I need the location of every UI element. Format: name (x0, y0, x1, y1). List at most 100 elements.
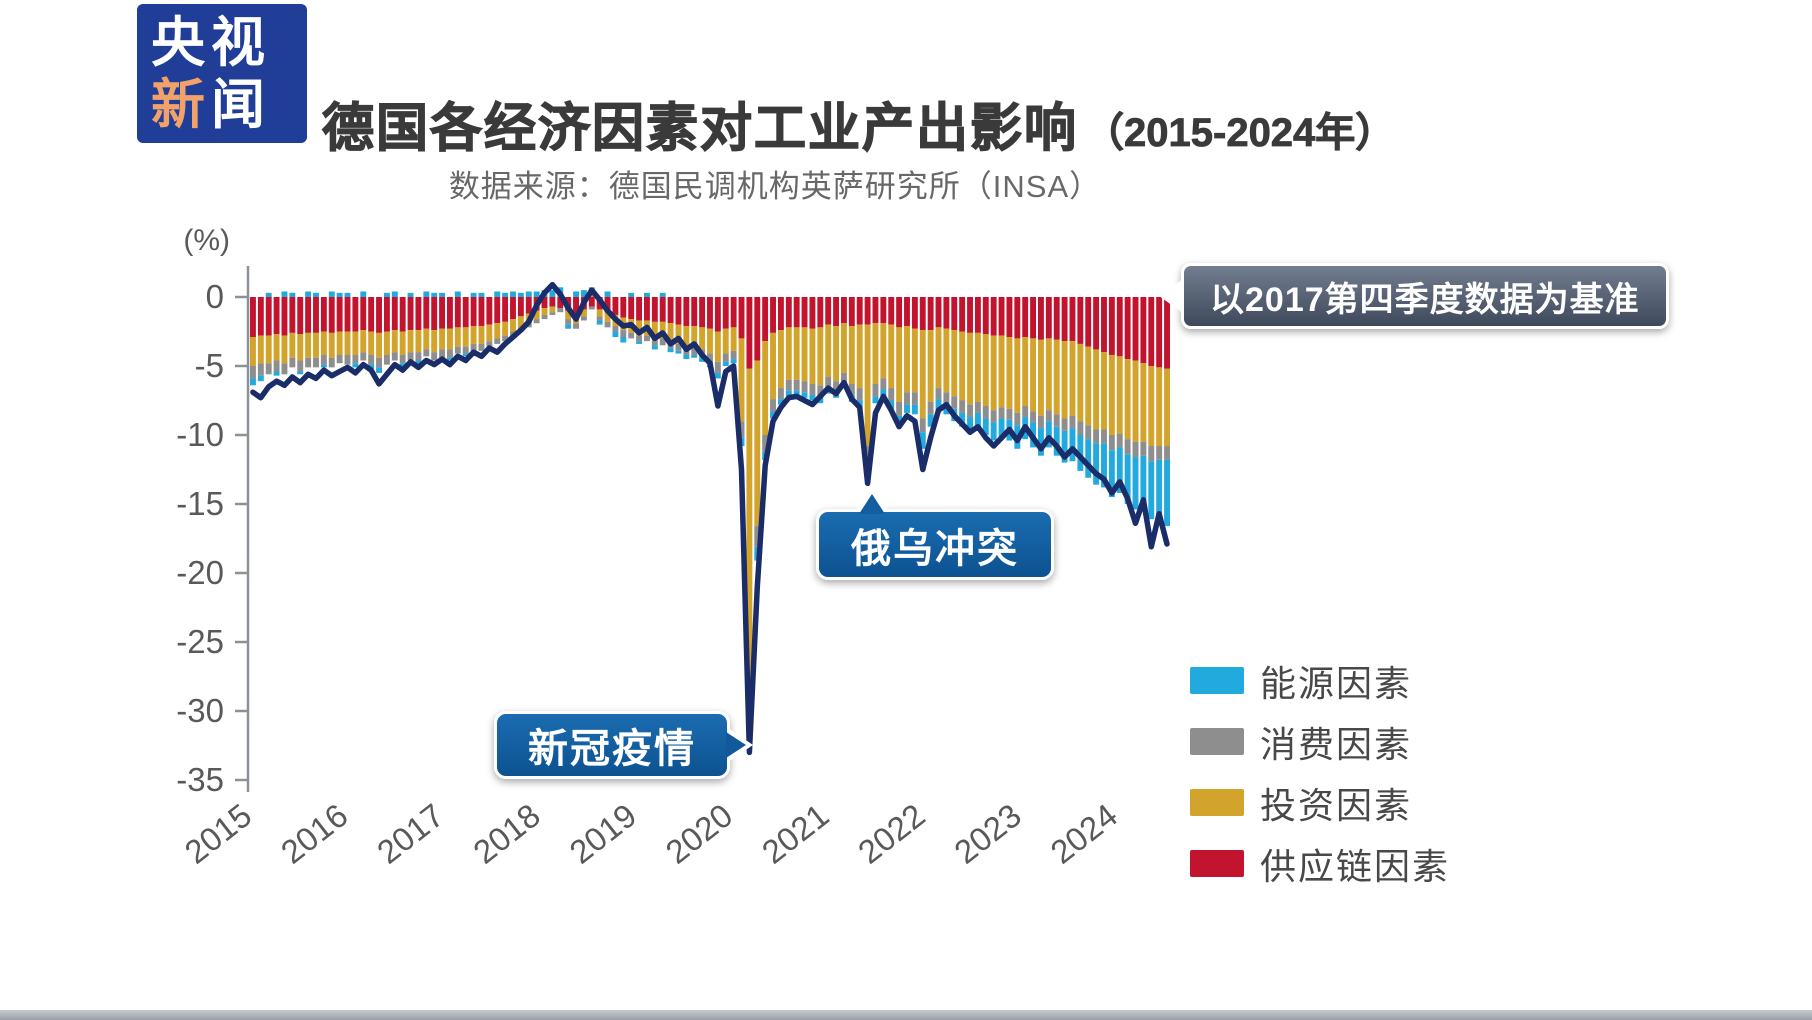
bar-segment (391, 291, 398, 297)
bar-segment (785, 297, 792, 328)
bar-segment (320, 354, 327, 365)
y-tick-label: -20 (176, 554, 224, 591)
bar-segment (785, 390, 792, 397)
bar-segment (1069, 341, 1076, 416)
bar-segment (904, 325, 910, 393)
bar-segment (990, 335, 997, 411)
bar-segment (1085, 346, 1092, 426)
bar-segment (447, 328, 453, 350)
bar-segment (935, 388, 942, 400)
bar-segment (967, 404, 973, 418)
bar-segment (1108, 354, 1115, 435)
baseline-note-callout: 以2017第四季度数据为基准 (1159, 263, 1669, 329)
bar-segment (407, 330, 414, 353)
bar-segment (328, 332, 335, 358)
bar-segment (943, 297, 950, 329)
bar-segment (1116, 447, 1123, 493)
bar-segment (1132, 441, 1139, 458)
bar-segment (478, 343, 485, 351)
bar-segment (825, 324, 832, 378)
bar-segment (628, 292, 635, 297)
bar-segment (770, 411, 776, 419)
bar-segment (565, 310, 572, 320)
bar-segment (841, 297, 847, 324)
bar-segment (1140, 441, 1147, 456)
cctv-news-logo: 央视 新闻 (137, 4, 307, 143)
bar-segment (1038, 297, 1044, 340)
bar-segment (896, 297, 903, 328)
bar-segment (856, 297, 863, 325)
bar-segment (1053, 414, 1060, 427)
bar-segment (1101, 429, 1107, 444)
bar-segment (383, 331, 390, 355)
bar-segment (974, 412, 981, 429)
bar-segment (604, 297, 611, 313)
bar-segment (651, 297, 658, 322)
bar-segment (1085, 425, 1092, 440)
bar-segment (1045, 338, 1052, 411)
bar-segment (998, 297, 1005, 336)
bar-segment (376, 367, 382, 373)
bar-segment (541, 297, 548, 309)
bar-segment (699, 297, 706, 328)
bar-segment (517, 292, 524, 297)
x-year-label: 2017 (370, 796, 451, 870)
bar-segment (1085, 297, 1092, 347)
bar-segment (864, 324, 871, 447)
bar-segment (541, 308, 548, 315)
covid-callout: 新冠疫情 (494, 711, 753, 779)
bar-segment (297, 371, 304, 375)
bar-segment (281, 335, 288, 364)
bar-segment (809, 297, 816, 329)
bar-segment (659, 338, 666, 346)
bar-segment (447, 349, 453, 358)
bar-segment (478, 297, 485, 326)
bar-segment (628, 332, 635, 339)
bar-segment (549, 290, 556, 297)
bar-segment (517, 297, 524, 317)
bar-segment (360, 291, 367, 297)
total-output-line (250, 281, 1170, 756)
bar-segment (967, 417, 973, 433)
bar-segment (541, 314, 548, 320)
bar-segment (943, 392, 950, 404)
bar-segment (352, 354, 359, 364)
bar-segment (856, 324, 863, 389)
bar-segment (273, 360, 280, 372)
bar-segment (439, 349, 446, 358)
bar-segment (777, 388, 784, 400)
bar-segment (730, 297, 737, 328)
bar-segment (809, 328, 816, 384)
bar-segment (644, 292, 650, 297)
bar-segment (714, 361, 721, 373)
legend-label: 供应链因素 (1260, 845, 1451, 887)
bar-segment (675, 324, 682, 344)
bar-segment (344, 292, 351, 297)
bar-segment (762, 341, 769, 435)
bar-segment (360, 330, 367, 353)
bar-segment (888, 324, 895, 389)
bar-segment (636, 341, 643, 344)
bar-segment (1093, 297, 1100, 350)
bar-segment (423, 349, 430, 357)
bar-segment (636, 297, 643, 321)
bar-segment (707, 297, 713, 329)
bar-segment (533, 310, 540, 320)
bar-segment (439, 328, 446, 350)
bar-segment (1014, 338, 1021, 413)
bar-segment (730, 350, 737, 360)
bar-segment (265, 292, 272, 297)
bar-segment (935, 399, 942, 411)
bar-segment (494, 338, 501, 344)
bar-segment (454, 297, 461, 328)
bar-segment (817, 327, 824, 386)
bar-segment (644, 335, 650, 342)
bar-segment (1132, 360, 1139, 442)
legend-label: 投资因素 (1260, 784, 1413, 826)
bar-segment (289, 332, 296, 358)
bar-segment (880, 297, 887, 324)
bar-segment (651, 345, 658, 350)
bar-segment (494, 291, 501, 297)
bar-segment (1156, 459, 1163, 516)
bar-segment (352, 331, 359, 355)
